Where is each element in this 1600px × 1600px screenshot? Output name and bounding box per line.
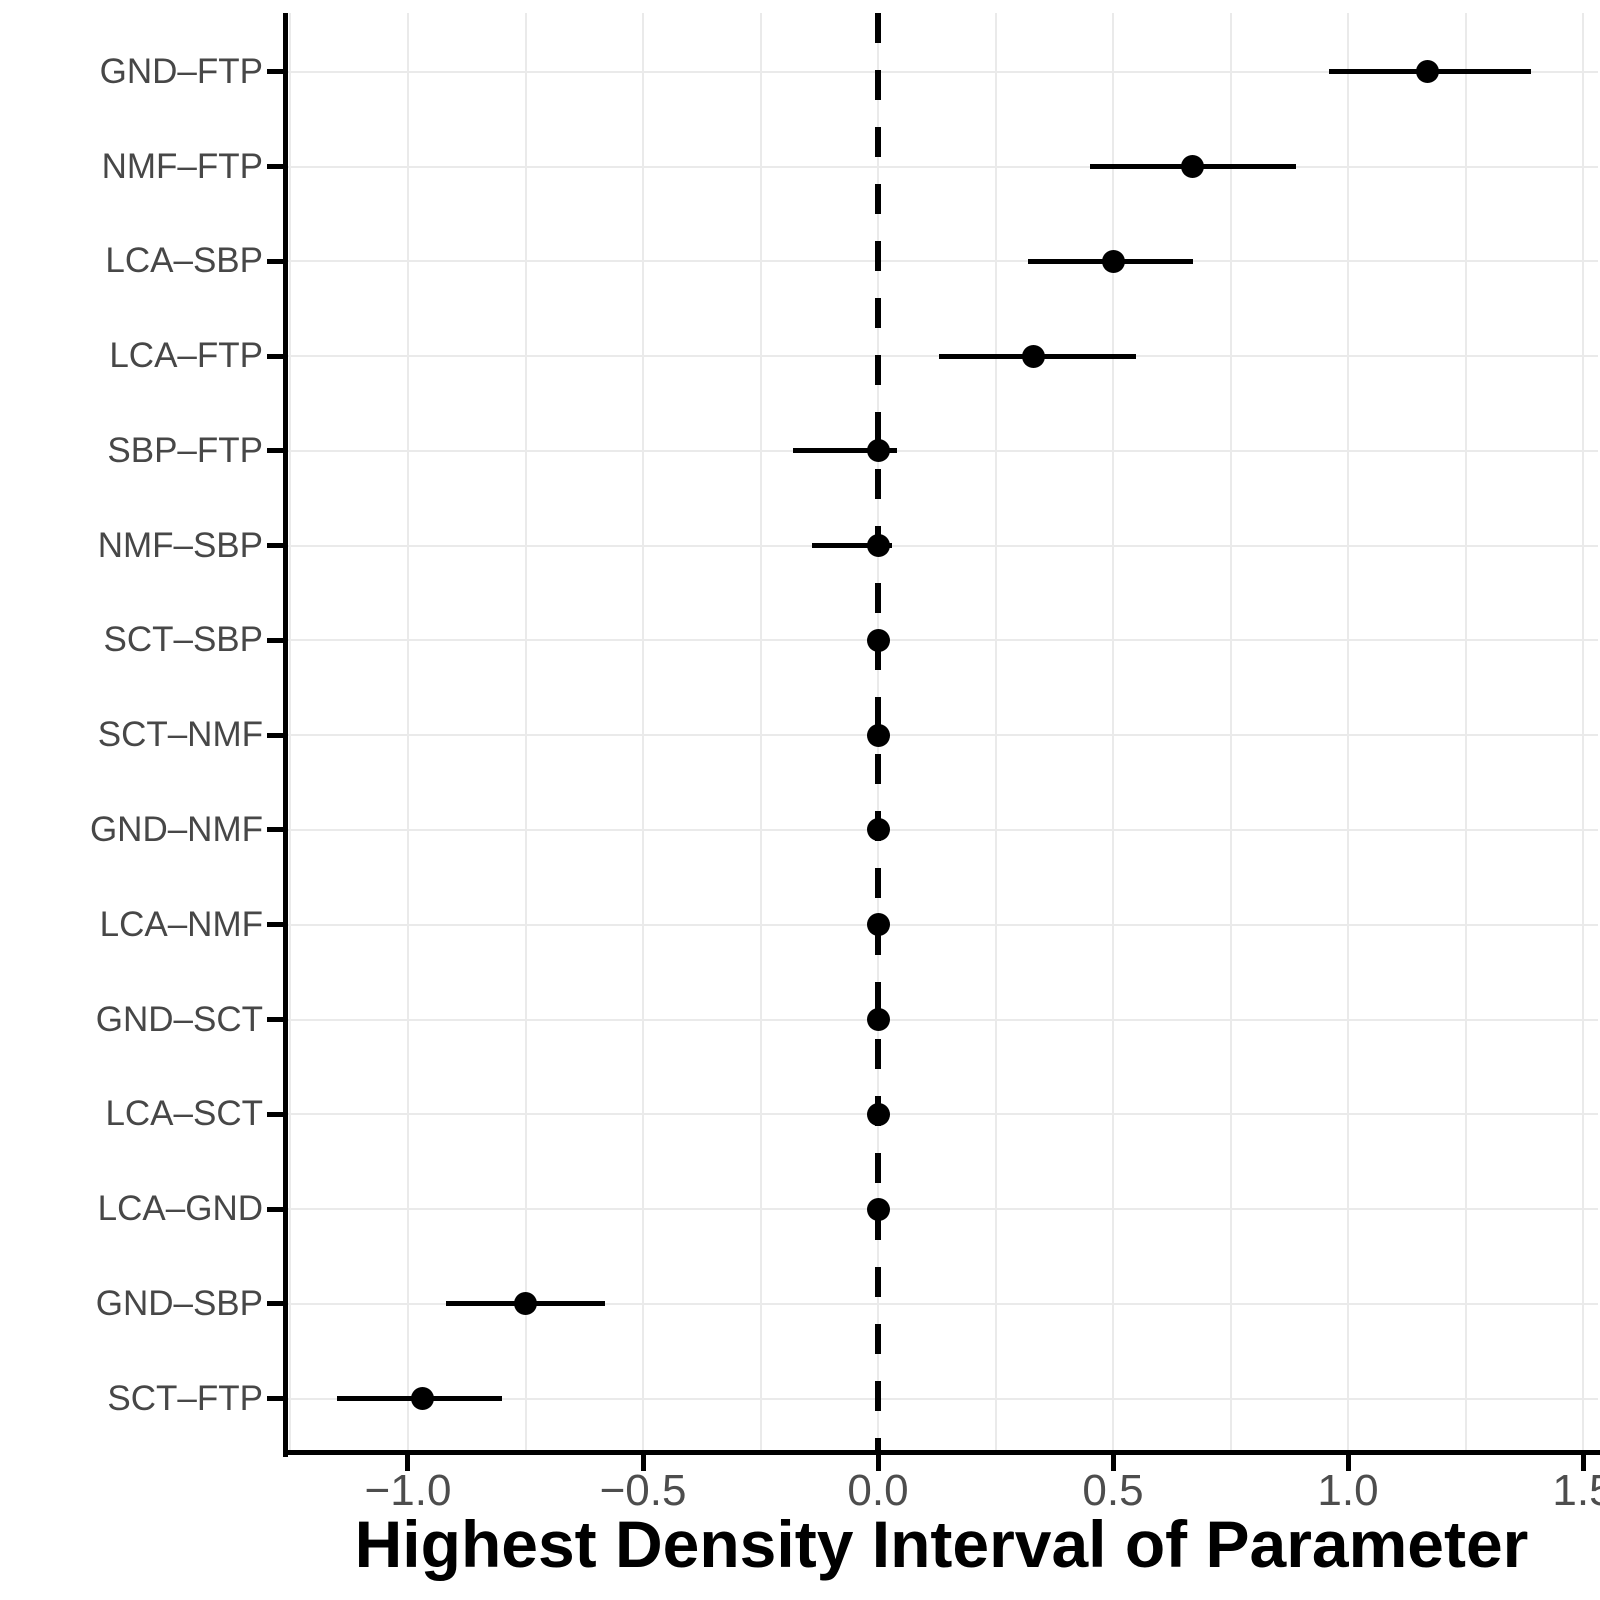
point-estimate — [866, 628, 890, 652]
hdi-interval — [812, 543, 893, 549]
x-axis-line — [283, 1450, 1600, 1455]
y-tick-mark — [267, 637, 283, 643]
point-estimate — [866, 439, 890, 463]
y-axis-category-label: LCA–SBP — [105, 241, 263, 281]
y-axis-category-label: SBP–FTP — [107, 430, 263, 470]
x-gridline — [1229, 13, 1232, 1452]
x-tick-mark — [640, 1455, 646, 1471]
x-gridline — [1347, 13, 1349, 1452]
x-tick-mark — [405, 1455, 411, 1471]
x-axis-tick-label: −0.5 — [599, 1466, 687, 1515]
x-gridline — [642, 13, 644, 1452]
y-tick-mark — [267, 258, 283, 264]
y-axis-category-label: NMF–SBP — [97, 525, 263, 565]
y-tick-mark — [267, 922, 283, 928]
point-estimate — [866, 1197, 890, 1221]
point-estimate — [514, 1292, 537, 1316]
point-estimate — [866, 1102, 890, 1126]
y-axis-category-label: LCA–FTP — [109, 336, 263, 376]
y-gridline — [285, 70, 1598, 73]
y-axis-category-label: LCA–NMF — [99, 904, 263, 944]
y-tick-mark — [267, 1301, 283, 1307]
y-gridline — [285, 828, 1598, 831]
point-estimate — [1181, 155, 1205, 179]
y-axis-category-label: GND–SCT — [95, 999, 263, 1039]
point-estimate — [866, 818, 890, 842]
y-gridline — [285, 449, 1598, 452]
y-gridline — [285, 165, 1598, 168]
y-tick-mark — [267, 827, 283, 833]
x-gridline — [524, 13, 527, 1452]
y-gridline — [285, 544, 1598, 547]
y-axis-category-label: GND–FTP — [99, 51, 263, 91]
point-estimate — [866, 913, 890, 937]
y-gridline — [285, 1113, 1598, 1116]
x-gridline — [406, 13, 409, 1452]
y-tick-mark — [267, 543, 283, 549]
point-estimate — [866, 534, 890, 558]
y-tick-mark — [267, 1111, 283, 1117]
y-tick-mark — [267, 732, 283, 738]
x-gridline — [994, 13, 997, 1452]
x-gridline — [759, 13, 762, 1452]
y-axis-category-label: SCT–NMF — [97, 715, 263, 755]
y-axis-category-label: LCA–SCT — [105, 1094, 263, 1134]
y-gridline — [285, 1302, 1598, 1305]
hdi-interval — [793, 448, 897, 454]
y-gridline — [285, 639, 1598, 642]
y-tick-mark — [267, 164, 283, 170]
y-gridline — [285, 1018, 1598, 1021]
y-gridline — [285, 923, 1598, 926]
y-tick-mark — [267, 1017, 283, 1022]
point-estimate — [866, 723, 890, 747]
point-estimate — [410, 1387, 434, 1411]
x-axis-tick-label: −1.0 — [364, 1466, 452, 1515]
x-axis-tick-label: 1.5 — [1552, 1466, 1600, 1515]
y-axis-category-label: SCT–SBP — [103, 620, 264, 660]
y-tick-mark — [267, 353, 283, 359]
x-gridline — [1582, 13, 1584, 1452]
x-axis-tick-label: 0.0 — [847, 1466, 909, 1515]
y-gridline — [285, 734, 1598, 737]
y-tick-mark — [267, 448, 283, 454]
x-tick-mark — [1345, 1455, 1351, 1471]
y-axis-category-label: GND–NMF — [89, 809, 263, 849]
point-estimate — [1416, 60, 1440, 84]
point-estimate — [1021, 344, 1045, 368]
x-tick-mark — [1110, 1455, 1116, 1471]
point-estimate — [866, 1008, 890, 1031]
y-gridline — [285, 1397, 1598, 1400]
y-tick-mark — [267, 69, 283, 75]
y-axis-category-label: SCT–FTP — [107, 1378, 263, 1418]
x-axis-tick-label: 0.5 — [1082, 1466, 1144, 1515]
x-gridline — [1112, 13, 1114, 1452]
x-axis-title: Highest Density Interval of Parameter — [354, 1507, 1529, 1581]
y-axis-category-label: NMF–FTP — [101, 146, 263, 186]
y-gridline — [285, 1208, 1598, 1211]
x-tick-mark — [875, 1455, 881, 1471]
y-axis-line — [283, 13, 288, 1457]
x-tick-mark — [1580, 1455, 1586, 1471]
y-gridline — [285, 260, 1598, 263]
y-tick-mark — [267, 1396, 283, 1402]
y-tick-mark — [267, 1206, 283, 1212]
x-gridline — [1464, 13, 1467, 1452]
y-axis-category-label: GND–SBP — [95, 1283, 263, 1323]
x-axis-tick-label: 1.0 — [1317, 1466, 1379, 1515]
y-axis-category-label: LCA–GND — [97, 1189, 263, 1229]
x-gridline — [289, 13, 292, 1452]
point-estimate — [1101, 249, 1125, 273]
